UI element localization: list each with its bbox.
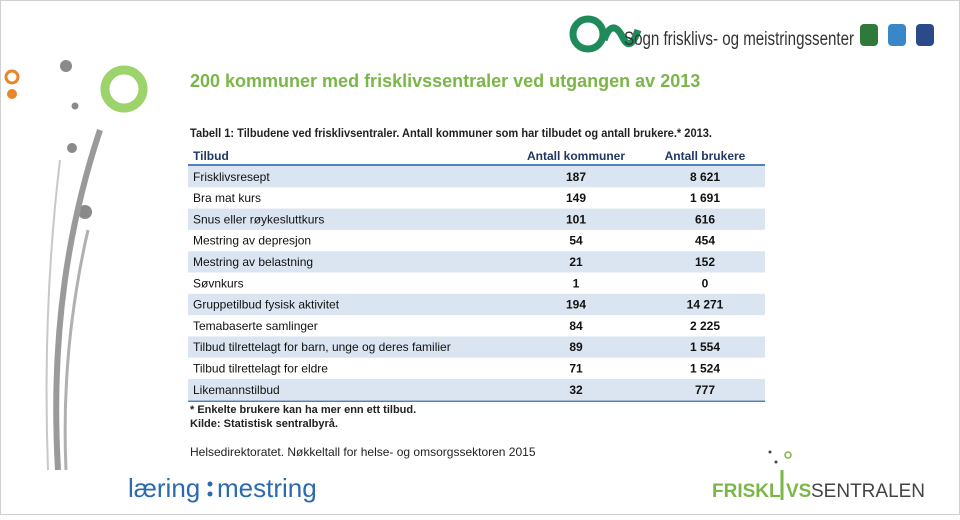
table-cell: Tilbud tilrettelagt for barn, unge og de… [193,340,451,354]
slide-title: 200 kommuner med frisklivssentraler ved … [190,71,700,91]
row-shade [188,251,765,273]
table-cell: 8 621 [690,170,720,184]
column-header: Antall brukere [665,149,746,163]
table-cell: Tilbud tilrettelagt for eldre [193,362,328,376]
table-cell: 2 225 [690,319,720,333]
table-cell: 1 [573,276,580,290]
table-cell: 149 [566,191,586,205]
column-header: Tilbud [193,149,229,163]
logo-dot [207,491,213,497]
table-cell: Søvnkurs [193,276,244,290]
table-note: * Enkelte brukere kan ha mer enn ett til… [190,404,416,416]
table-cell: 21 [569,255,583,269]
row-shade [188,208,765,230]
table-cell: 1 691 [690,191,720,205]
table-cell: Bra mat kurs [193,191,261,205]
table-cell: 89 [569,340,583,354]
table-cell: 616 [695,212,715,226]
table-cell: 101 [566,212,586,226]
footer-right-logo: FRISKL [712,481,781,502]
table-note: Kilde: Statistisk sentralbyrå. [190,418,338,430]
table-cell: 187 [566,170,586,184]
header-logo [569,15,934,53]
column-header: Antall kommuner [527,149,625,163]
table-cell: 1 554 [690,340,720,354]
table-cell: Mestring av belastning [193,255,313,269]
table-cell: Likemannstilbud [193,383,280,397]
table-cell: 32 [569,383,583,397]
table: Tilbud Antall kommuner Antall brukere Frisk… [188,149,765,430]
table-cell: 54 [569,234,583,248]
table-cell: Frisklivsresept [193,170,270,184]
table-cell: Temabaserte samlinger [193,319,318,333]
footer-right-logo: SENTRALEN [811,481,925,502]
decoration [4,60,148,471]
table-cell: 777 [695,383,715,397]
row-shade [188,293,765,316]
table-cell: 194 [566,298,586,312]
table-cell: Gruppetilbud fysisk aktivitet [193,298,340,312]
table-cell: Snus eller røykesluttkurs [193,212,324,226]
row-shade [188,336,765,358]
table-cell: 14 271 [687,298,724,312]
row-shade [188,166,765,188]
header-logo-text: Sogn frisklivs- og meistringssenter [624,29,855,50]
table-cell: 84 [569,319,583,333]
source: Helsedirektoratet. Nøkkeltall for helse-… [190,445,536,459]
table-cell: 454 [695,234,715,248]
table-cell: 1 524 [690,362,720,376]
table-cell: 71 [569,362,583,376]
footer-left-logo: mestring [217,473,317,503]
table-caption: Tabell 1: Tilbudene ved frisklivsentrale… [190,126,712,140]
footer-left-logo: læring [128,473,200,503]
row-shade [188,379,765,401]
table-cell: 152 [695,255,715,269]
table-cell: Mestring av depresjon [193,234,311,248]
logo-figure [768,450,792,500]
logo-dot [207,481,213,487]
table-cell: 0 [702,276,709,290]
footer-right-logo: VS [786,481,811,502]
